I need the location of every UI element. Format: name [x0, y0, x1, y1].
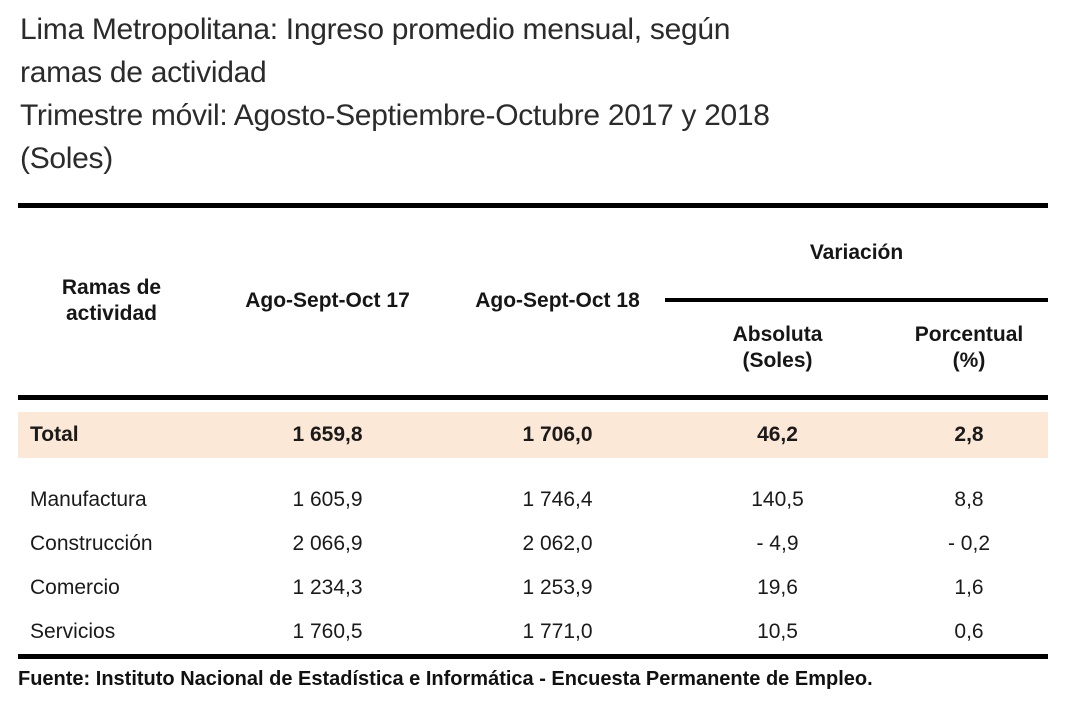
cell-period-2018: 1 706,0 [522, 423, 593, 446]
cell-variation-percent: - 0,2 [947, 532, 991, 555]
cell-variation-absolute: - 4,9 [756, 532, 799, 555]
cell-period-2018: 1 771,0 [522, 620, 593, 643]
cell-variation-percent: 2,8 [954, 423, 984, 446]
source-note: Fuente: Instituto Nacional de Estadístic… [18, 668, 873, 690]
income-table-container: Ramas de actividad Ago-Sept-Oct 17 Ago-S… [18, 203, 1049, 659]
table-body: Total 1 659,8 1 706,0 46,2 2,8 Manufactu… [18, 397, 1049, 654]
cell-period-2017: 1 760,5 [292, 620, 363, 643]
cell-period-2017: 1 605,9 [292, 488, 363, 511]
cell-variation-percent: 1,6 [954, 576, 984, 599]
title-line-2: ramas de actividad [20, 56, 267, 89]
page-title: Lima Metropolitana: Ingreso promedio men… [20, 8, 1046, 180]
cell-variation-percent: 8,8 [954, 488, 984, 511]
cell-variation-absolute: 140,5 [751, 488, 804, 511]
cell-branch: Comercio [30, 576, 120, 599]
cell-period-2018: 2 062,0 [522, 532, 593, 555]
cell-period-2017: 1 659,8 [292, 423, 363, 446]
table-row: Construcción 2 066,9 2 062,0 - 4,9 - 0,2 [18, 522, 1048, 566]
title-line-1: Lima Metropolitana: Ingreso promedio men… [20, 13, 731, 46]
spacer-cell [18, 458, 1048, 478]
cell-period-2018: 1 746,4 [522, 488, 593, 511]
cell-branch: Total [30, 423, 79, 446]
table-header: Ramas de actividad Ago-Sept-Oct 17 Ago-S… [18, 208, 1049, 400]
col-header-branch: Ramas de actividad [18, 208, 205, 400]
cell-period-2018: 1 253,9 [522, 576, 593, 599]
table-row: Servicios 1 760,5 1 771,0 10,5 0,6 [18, 610, 1048, 654]
table-row: Total 1 659,8 1 706,0 46,2 2,8 [18, 412, 1049, 458]
cell-branch: Servicios [30, 620, 116, 643]
title-line-4: (Soles) [20, 142, 113, 175]
cell-branch: Manufactura [30, 488, 147, 511]
cell-branch: Construcción [30, 532, 153, 555]
title-line-3: Trimestre móvil: Agosto-Septiembre-Octub… [20, 99, 770, 132]
col-header-variation-absolute: Absoluta (Soles) [665, 300, 890, 400]
spacer-row [18, 458, 1048, 478]
col-header-variation-group: Variación [665, 208, 1049, 302]
header-row-sub: Absoluta (Soles) Porcentual (%) [18, 300, 1049, 400]
table-row: Comercio 1 234,3 1 253,9 19,6 1,6 [18, 566, 1048, 610]
cell-variation-absolute: 19,6 [757, 576, 798, 599]
table-row: Manufactura 1 605,9 1 746,4 140,5 8,8 [18, 478, 1048, 522]
cell-variation-absolute: 46,2 [757, 423, 798, 446]
cell-variation-percent: 0,6 [954, 620, 984, 643]
income-table: Ramas de actividad Ago-Sept-Oct 17 Ago-S… [18, 208, 1049, 654]
cell-variation-absolute: 10,5 [757, 620, 798, 643]
page: Lima Metropolitana: Ingreso promedio men… [0, 8, 1066, 728]
header-row-top: Ramas de actividad Ago-Sept-Oct 17 Ago-S… [18, 208, 1049, 400]
spacer-cell [18, 397, 1048, 412]
cell-period-2017: 1 234,3 [292, 576, 363, 599]
col-header-variation-percent: Porcentual (%) [890, 300, 1049, 400]
spacer-row [18, 397, 1048, 412]
col-header-period-2018: Ago-Sept-Oct 18 [450, 208, 665, 400]
col-header-period-2017: Ago-Sept-Oct 17 [205, 208, 450, 400]
cell-period-2017: 2 066,9 [292, 532, 363, 555]
